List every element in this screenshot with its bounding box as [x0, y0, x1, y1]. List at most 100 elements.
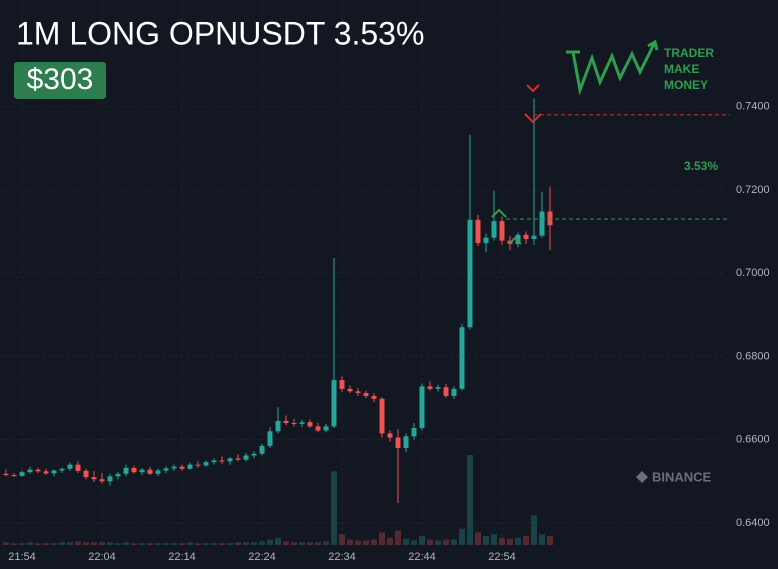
- volume-bar: [83, 542, 89, 545]
- candle-body: [443, 387, 449, 396]
- volume-bar: [59, 542, 65, 545]
- candle-body: [3, 473, 9, 476]
- candle-body: [115, 473, 121, 477]
- grid: [0, 0, 725, 545]
- volume-bar: [451, 539, 457, 545]
- candle-body: [515, 234, 521, 244]
- volume-bar: [179, 543, 185, 545]
- candle-body: [491, 221, 497, 238]
- candle-body: [331, 380, 337, 427]
- exit-arrows: [524, 84, 542, 124]
- candle-body: [459, 327, 465, 389]
- volume-bar: [523, 536, 529, 545]
- volume-bar: [267, 539, 273, 545]
- volume-bar: [91, 542, 97, 545]
- volume-bar: [427, 539, 433, 545]
- x-tick-label: 22:04: [88, 551, 116, 563]
- x-tick-label: 21:54: [8, 551, 36, 563]
- candle-body: [539, 211, 545, 236]
- volume-bar: [139, 543, 145, 545]
- volume-bar: [331, 471, 337, 545]
- candle-body: [235, 458, 241, 460]
- pnl-badge: $303: [27, 63, 94, 96]
- exit-arrow: [524, 113, 542, 124]
- volume-bar: [219, 543, 225, 545]
- candle-body: [83, 470, 89, 478]
- candle-body: [395, 437, 401, 448]
- candle-body: [139, 469, 145, 473]
- volume-bar: [419, 536, 425, 545]
- volume-bar: [363, 540, 369, 545]
- candle-body: [147, 469, 153, 474]
- volume-bar: [171, 543, 177, 545]
- volume-bar: [299, 542, 305, 545]
- candle-body: [315, 426, 321, 431]
- candle-body: [51, 470, 57, 474]
- candle-body: [227, 458, 233, 462]
- candle-body: [531, 235, 537, 239]
- candle-body: [523, 234, 529, 239]
- candle-body: [475, 219, 481, 244]
- candle-body: [187, 464, 193, 469]
- volume-bar: [531, 515, 537, 545]
- candle-body: [123, 467, 129, 474]
- x-tick-label: 22:44: [408, 551, 436, 563]
- volume-bar: [27, 542, 33, 545]
- y-tick-label: 0.6400: [736, 517, 770, 529]
- candle-body: [59, 468, 65, 471]
- volume-bar: [147, 543, 153, 545]
- volume-bar: [67, 542, 73, 545]
- volume-bar: [475, 532, 481, 545]
- volume-bar: [187, 542, 193, 545]
- volume-bar: [507, 538, 513, 545]
- volume-bar: [35, 543, 41, 545]
- volume-bar: [411, 540, 417, 545]
- volume-bar: [43, 543, 49, 545]
- logo-text: TRADER: [664, 46, 714, 60]
- volume-bar: [235, 542, 241, 545]
- candle-body: [435, 387, 441, 389]
- candle-body: [291, 423, 297, 425]
- candle-body: [67, 464, 73, 469]
- volume-bar: [283, 541, 289, 545]
- volume-bar: [435, 540, 441, 545]
- volume-bar: [371, 539, 377, 545]
- candle-body: [219, 460, 225, 462]
- volume-bar: [315, 542, 321, 545]
- volume-layer: [3, 455, 553, 545]
- x-tick-label: 22:14: [168, 551, 196, 563]
- volume-bar: [547, 536, 553, 545]
- candle-body: [499, 221, 505, 241]
- volume-bar: [355, 540, 361, 545]
- volume-bar: [131, 543, 137, 545]
- volume-bar: [3, 542, 9, 545]
- watermark: BINANCE: [652, 469, 712, 484]
- volume-bar: [203, 543, 209, 545]
- candle-body: [363, 393, 369, 396]
- volume-bar: [291, 542, 297, 545]
- volume-bar: [515, 537, 521, 545]
- candle-body: [99, 479, 105, 482]
- volume-bar: [99, 542, 105, 545]
- logo-text: MAKE: [664, 62, 699, 76]
- candle-body: [75, 464, 81, 471]
- candle-body: [283, 420, 289, 424]
- candle-body: [379, 398, 385, 434]
- candle-body: [371, 395, 377, 399]
- badge-background: [14, 62, 106, 99]
- candle-body: [11, 475, 17, 477]
- entry-arrow: [508, 236, 522, 245]
- volume-bar: [339, 534, 345, 545]
- candle-body: [419, 386, 425, 429]
- pnl-label: 3.53%: [684, 159, 718, 173]
- candle-body: [307, 422, 313, 427]
- exit-arrow: [526, 84, 540, 93]
- volume-bar: [387, 537, 393, 545]
- volume-bar: [11, 543, 17, 545]
- candle-body: [467, 219, 473, 328]
- volume-bar: [123, 542, 129, 545]
- candle-body: [403, 436, 409, 448]
- volume-bar: [379, 532, 385, 545]
